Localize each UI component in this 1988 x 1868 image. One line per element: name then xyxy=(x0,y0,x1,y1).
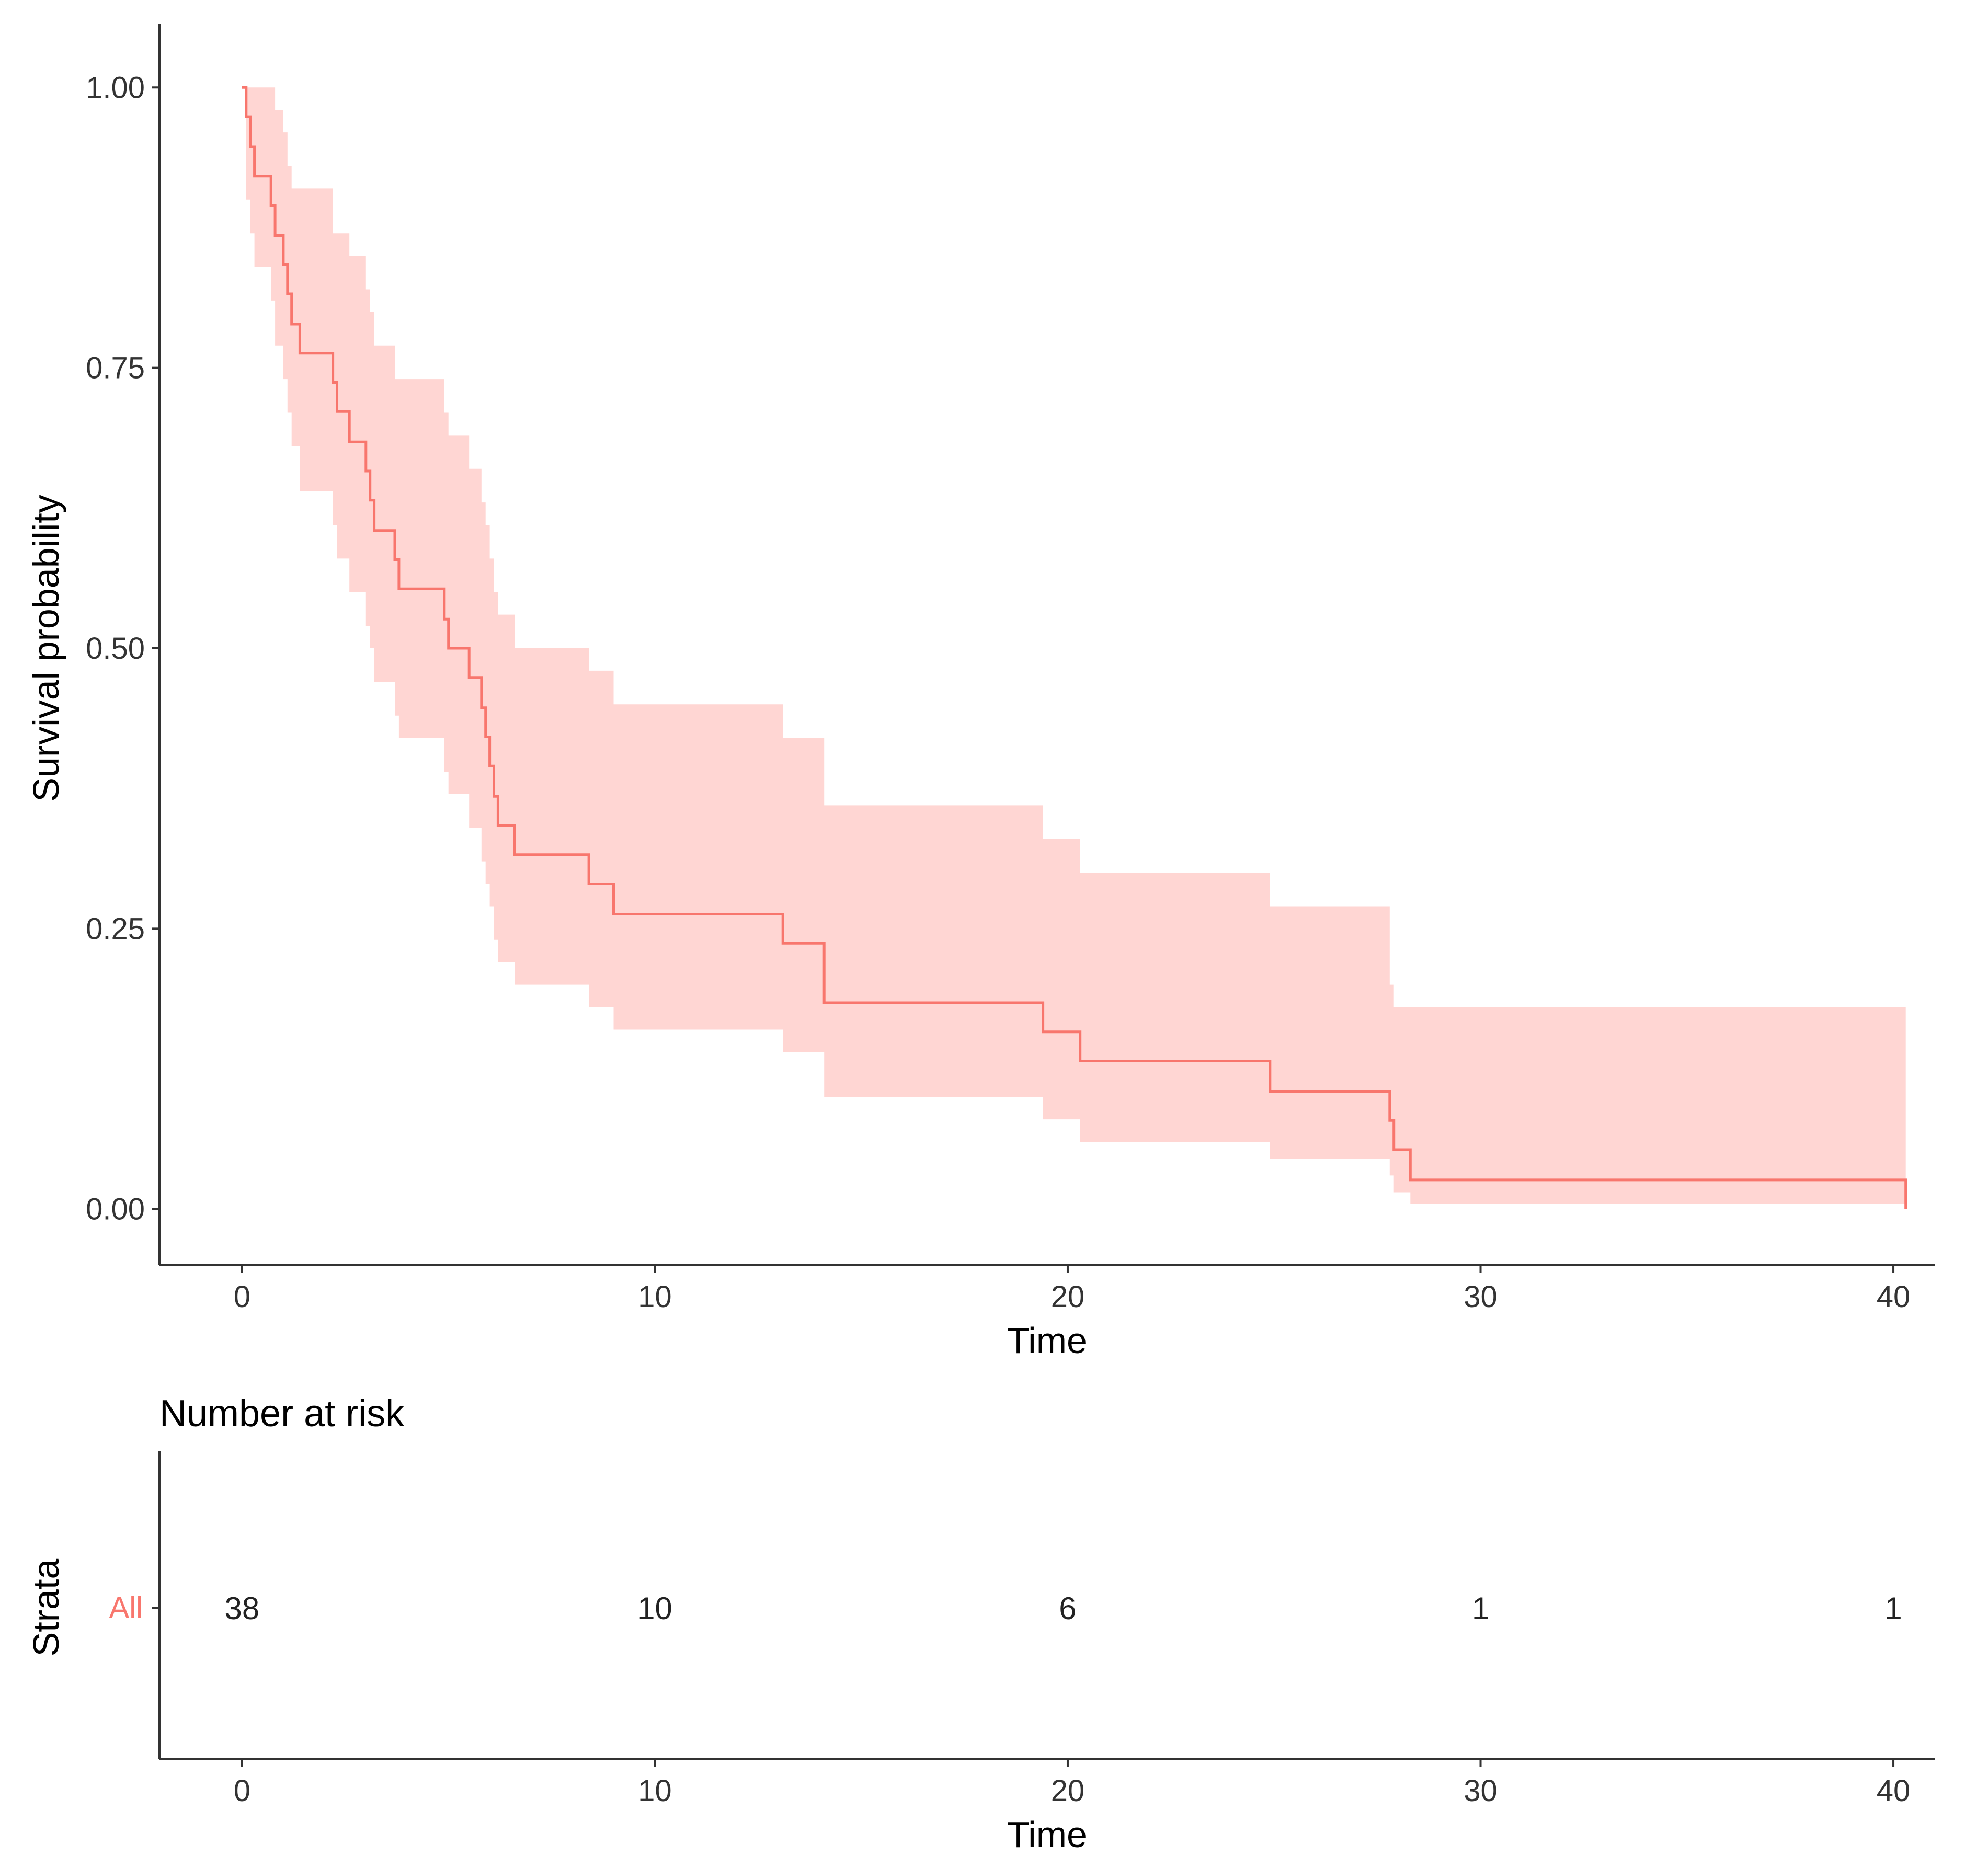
y-tick-label: 0.25 xyxy=(86,912,145,946)
x-tick-label: 30 xyxy=(1464,1280,1498,1314)
risk-x-tick-label: 40 xyxy=(1877,1774,1911,1808)
x-tick-label: 20 xyxy=(1051,1280,1085,1314)
risk-count: 38 xyxy=(225,1591,260,1626)
risk-x-tick-label: 20 xyxy=(1051,1774,1085,1808)
risk-y-axis-title: Strata xyxy=(26,1559,66,1657)
x-ticks: 0 10 20 30 40 xyxy=(234,1265,1911,1314)
risk-x-tick-label: 0 xyxy=(234,1774,250,1808)
risk-strata: All xyxy=(109,1591,159,1625)
survival-plot: 0.00 0.25 0.50 0.75 1.00 0 10 20 30 40 Time Surv… xyxy=(26,24,1935,1361)
risk-table-title: Number at risk xyxy=(159,1393,405,1435)
risk-values: 38 10 6 1 1 xyxy=(225,1591,1902,1626)
y-tick-label: 0.50 xyxy=(86,632,145,666)
x-tick-label: 0 xyxy=(234,1280,250,1314)
confidence-band xyxy=(242,87,1906,1209)
survival-curve xyxy=(242,86,1907,1209)
y-ticks: 0.00 0.25 0.50 0.75 1.00 xyxy=(86,71,159,1227)
risk-x-tick-label: 30 xyxy=(1464,1774,1498,1808)
risk-count: 1 xyxy=(1884,1591,1902,1626)
x-tick-label: 40 xyxy=(1877,1280,1911,1314)
x-axis-title: Time xyxy=(1007,1320,1087,1361)
risk-x-ticks: 0 10 20 30 40 xyxy=(234,1759,1911,1808)
y-tick-label: 0.00 xyxy=(86,1193,145,1227)
risk-x-axis-title: Time xyxy=(1007,1814,1087,1855)
survival-curve-all xyxy=(242,86,1907,1209)
y-tick-label: 1.00 xyxy=(86,71,145,105)
risk-count: 10 xyxy=(637,1591,672,1626)
y-axis-title: Survival probability xyxy=(26,495,66,801)
risk-count: 6 xyxy=(1059,1591,1076,1626)
strata-label: All xyxy=(109,1591,143,1625)
risk-x-tick-label: 10 xyxy=(638,1774,672,1808)
confidence-band-area xyxy=(242,87,1906,1209)
risk-count: 1 xyxy=(1472,1591,1489,1626)
y-tick-label: 0.75 xyxy=(86,351,145,385)
x-tick-label: 10 xyxy=(638,1280,672,1314)
risk-table: Number at risk 0 10 20 30 40 38 10 6 1 1 All Tim… xyxy=(26,1393,1935,1855)
